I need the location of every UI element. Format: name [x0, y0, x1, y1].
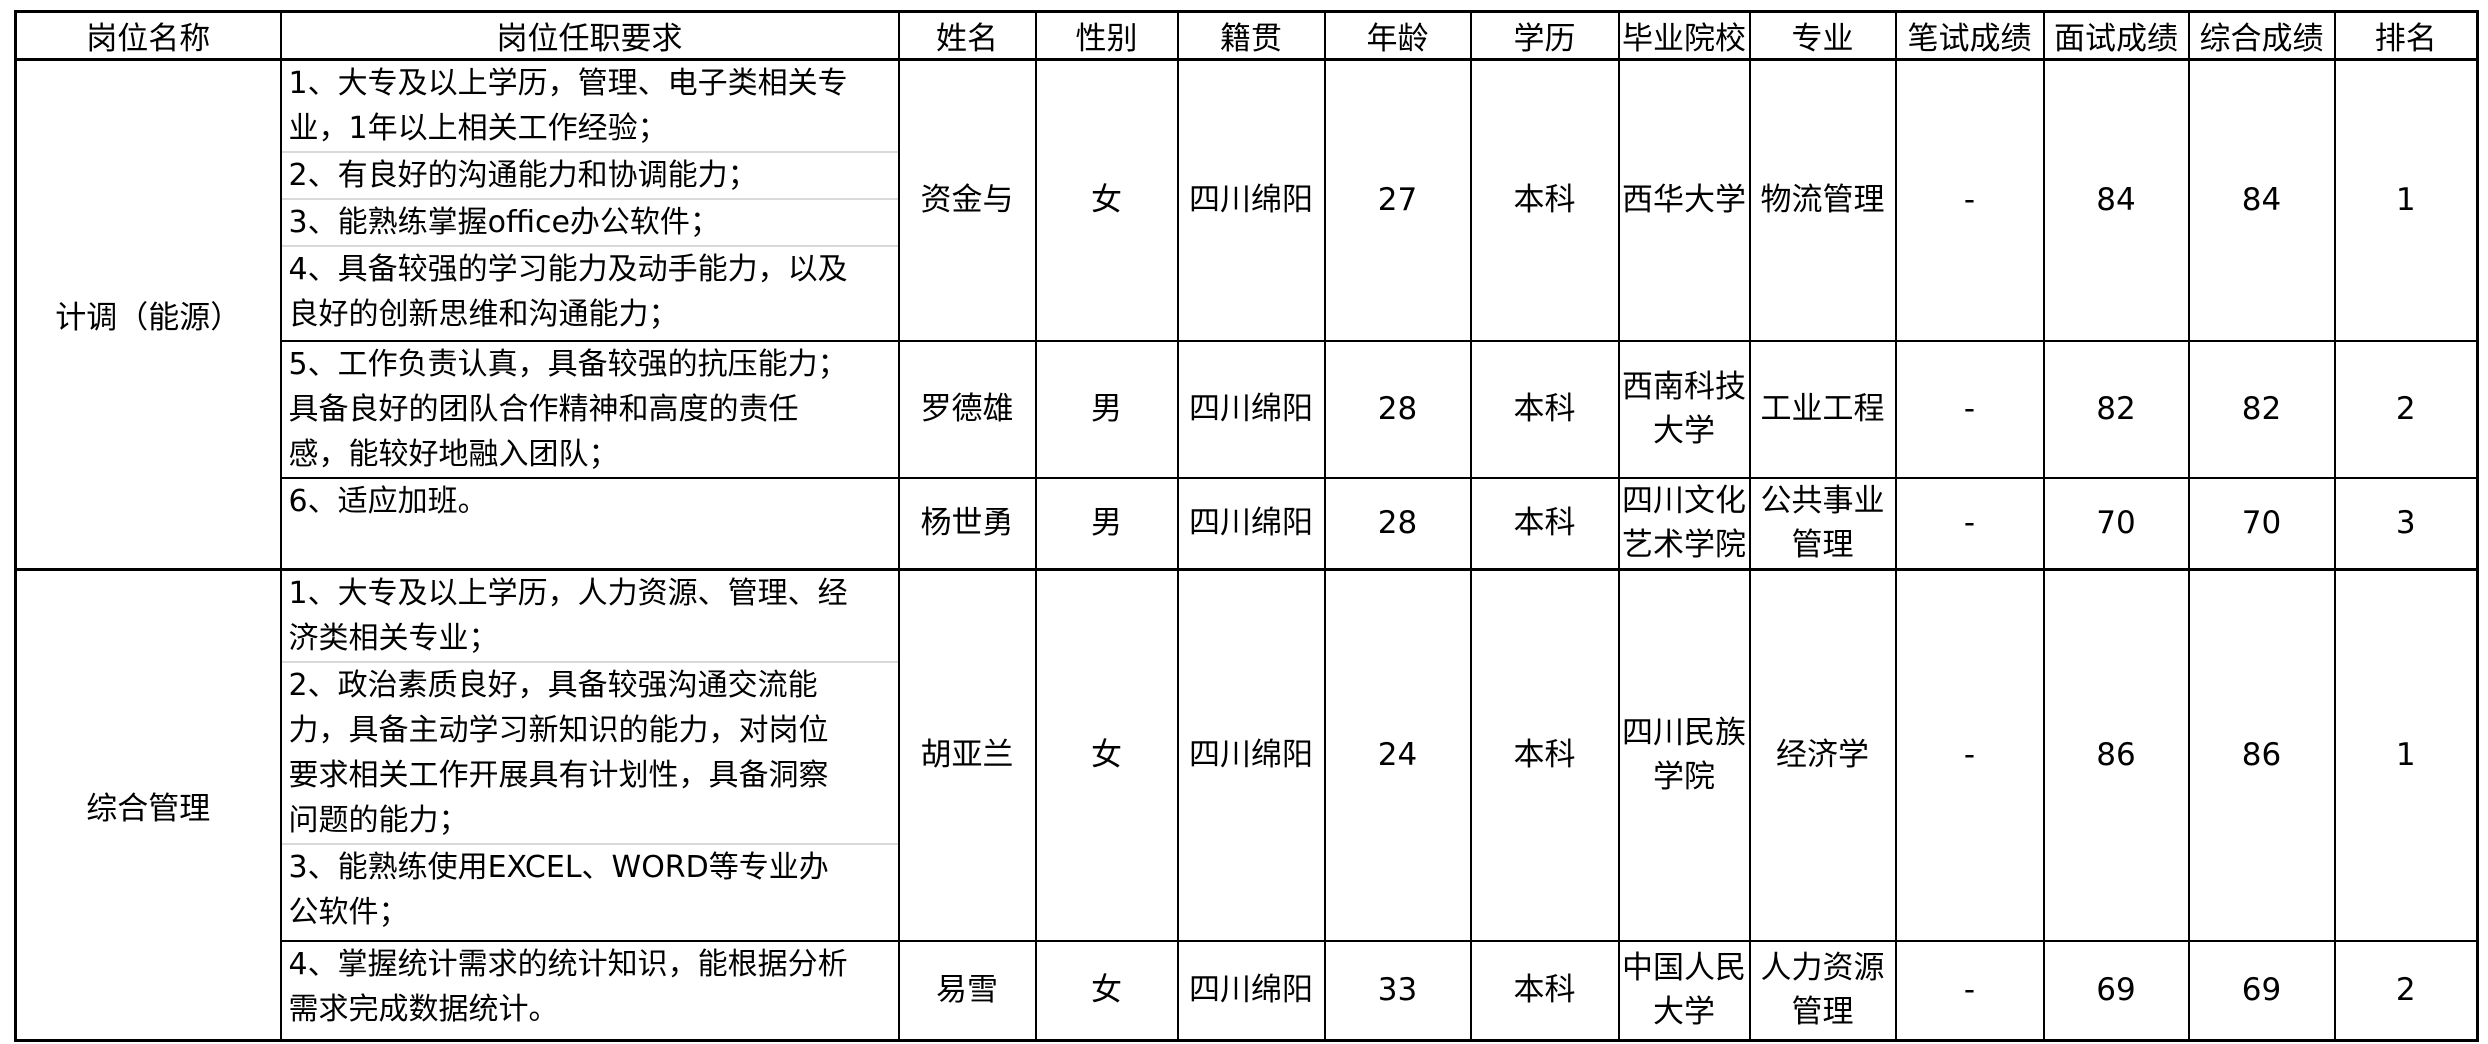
native-place-cell: 四川绵阳 [1176, 58, 1326, 342]
native-place-cell: 四川绵阳 [1176, 568, 1326, 942]
age-cell: 24 [1323, 568, 1472, 942]
native-place-cell: 四川绵阳 [1176, 939, 1326, 1042]
rank-cell: 2 [2333, 339, 2479, 479]
written-score-cell: - [1894, 568, 2045, 942]
written-score-cell: - [1894, 476, 2045, 571]
age-cell: 27 [1323, 58, 1472, 342]
requirement-item: 4、具备较强的学习能力及动手能力，以及 良好的创新思维和沟通能力； [282, 245, 897, 337]
rank-cell: 3 [2333, 476, 2479, 571]
overall-score-cell: 86 [2187, 568, 2336, 942]
requirement-item: 3、能熟练掌握office办公软件； [282, 198, 897, 245]
native-place-cell: 四川绵阳 [1176, 339, 1326, 479]
gender-cell: 男 [1034, 339, 1179, 479]
education-cell: 本科 [1469, 568, 1620, 942]
age-cell: 28 [1323, 476, 1472, 571]
column-header: 性别 [1034, 10, 1179, 61]
school-cell: 西南科技 大学 [1617, 339, 1751, 479]
interview-score-cell: 70 [2042, 476, 2190, 571]
position-name-cell: 综合管理 [14, 568, 282, 1042]
interview-score-cell: 69 [2042, 939, 2190, 1042]
column-header: 岗位任职要求 [279, 10, 900, 61]
written-score-cell: - [1894, 939, 2045, 1042]
education-cell: 本科 [1469, 58, 1620, 342]
column-header: 籍贯 [1176, 10, 1326, 61]
requirement-item: 1、大专及以上学历，人力资源、管理、经 济类相关专业； [288, 576, 848, 656]
column-header: 姓名 [897, 10, 1037, 61]
name-cell: 胡亚兰 [897, 568, 1037, 942]
name-cell: 罗德雄 [897, 339, 1037, 479]
gender-cell: 女 [1034, 939, 1179, 1042]
column-header: 面试成绩 [2042, 10, 2190, 61]
requirement-item: 6、适应加班。 [288, 483, 488, 519]
overall-score-cell: 82 [2187, 339, 2336, 479]
position-name-cell: 计调（能源） [14, 58, 282, 571]
requirement-item: 4、掌握统计需求的统计知识，能根据分析 需求完成数据统计。 [288, 946, 848, 1027]
native-place-cell: 四川绵阳 [1176, 476, 1326, 571]
education-cell: 本科 [1469, 476, 1620, 571]
gender-cell: 女 [1034, 58, 1179, 342]
interview-score-cell: 84 [2042, 58, 2190, 342]
requirement-item: 3、能熟练使用EXCEL、WORD等专业办 公软件； [282, 843, 897, 935]
overall-score-cell: 70 [2187, 476, 2336, 571]
rank-cell: 2 [2333, 939, 2479, 1042]
requirement-item: 2、有良好的沟通能力和协调能力； [282, 151, 897, 198]
column-header: 排名 [2333, 10, 2479, 61]
recruitment-results-table: 岗位名称 岗位任职要求 姓名 性别 籍贯 年龄 学历 毕业院校 专业 笔试成绩 面试成绩 综合成绩 排名… [14, 10, 2479, 1042]
overall-score-cell: 69 [2187, 939, 2336, 1042]
major-cell: 物流管理 [1748, 58, 1897, 342]
requirements-cell: 4、掌握统计需求的统计知识，能根据分析 需求完成数据统计。 [279, 939, 900, 1042]
name-cell: 资金与 [897, 58, 1037, 342]
column-header: 笔试成绩 [1894, 10, 2045, 61]
name-cell: 易雪 [897, 939, 1037, 1042]
interview-score-cell: 86 [2042, 568, 2190, 942]
gender-cell: 女 [1034, 568, 1179, 942]
column-header: 学历 [1469, 10, 1620, 61]
major-cell: 工业工程 [1748, 339, 1897, 479]
name-cell: 杨世勇 [897, 476, 1037, 571]
column-header: 综合成绩 [2187, 10, 2336, 61]
school-cell: 西华大学 [1617, 58, 1751, 342]
requirements-cell: 5、工作负责认真，具备较强的抗压能力； 具备良好的团队合作精神和高度的责任 感，… [279, 339, 900, 479]
written-score-cell: - [1894, 339, 2045, 479]
school-cell: 四川民族 学院 [1617, 568, 1751, 942]
requirements-cell: 6、适应加班。 [279, 476, 900, 571]
column-header: 毕业院校 [1617, 10, 1751, 61]
column-header: 专业 [1748, 10, 1897, 61]
major-cell: 人力资源 管理 [1748, 939, 1897, 1042]
requirement-item: 5、工作负责认真，具备较强的抗压能力； 具备良好的团队合作精神和高度的责任 感，… [288, 346, 848, 472]
overall-score-cell: 84 [2187, 58, 2336, 342]
interview-score-cell: 82 [2042, 339, 2190, 479]
school-cell: 中国人民 大学 [1617, 939, 1751, 1042]
column-header: 岗位名称 [14, 10, 282, 61]
column-header: 年龄 [1323, 10, 1472, 61]
rank-cell: 1 [2333, 58, 2479, 342]
age-cell: 28 [1323, 339, 1472, 479]
education-cell: 本科 [1469, 339, 1620, 479]
rank-cell: 1 [2333, 568, 2479, 942]
requirement-item: 1、大专及以上学历，管理、电子类相关专 业，1年以上相关工作经验； [288, 66, 848, 146]
requirements-cell: 1、大专及以上学历，管理、电子类相关专 业，1年以上相关工作经验； 2、有良好的沟… [279, 58, 900, 342]
age-cell: 33 [1323, 939, 1472, 1042]
requirements-cell: 1、大专及以上学历，人力资源、管理、经 济类相关专业； 2、政治素质良好，具备较强… [279, 568, 900, 942]
requirement-item: 2、政治素质良好，具备较强沟通交流能 力，具备主动学习新知识的能力，对岗位 要求… [282, 661, 897, 843]
school-cell: 四川文化 艺术学院 [1617, 476, 1751, 571]
major-cell: 经济学 [1748, 568, 1897, 942]
gender-cell: 男 [1034, 476, 1179, 571]
education-cell: 本科 [1469, 939, 1620, 1042]
written-score-cell: - [1894, 58, 2045, 342]
major-cell: 公共事业 管理 [1748, 476, 1897, 571]
